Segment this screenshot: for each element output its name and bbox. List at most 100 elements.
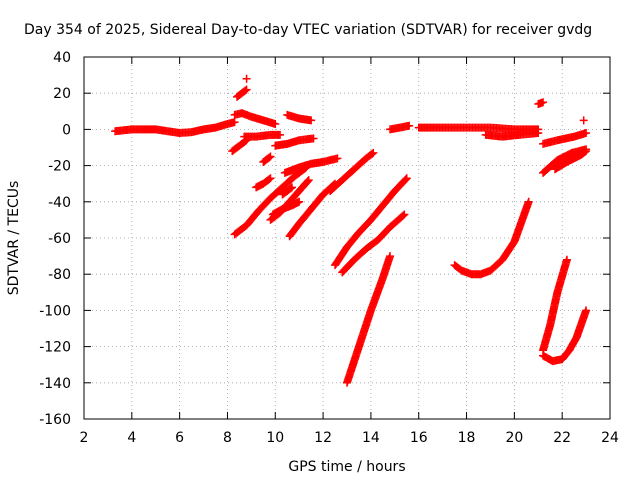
x-tick-label: 24 <box>601 430 619 446</box>
series-arc-28 <box>539 306 591 366</box>
x-tick-label: 16 <box>410 430 428 446</box>
data-point <box>230 118 239 127</box>
data-point <box>301 164 310 173</box>
data-point <box>369 148 378 157</box>
x-tick-label: 10 <box>266 430 284 446</box>
y-tick-label: -140 <box>39 376 71 392</box>
data-point <box>242 136 251 145</box>
x-tick-labels: 2 4 6 8 10 12 14 16 18 20 22 24 <box>80 430 619 446</box>
series-arc-15 <box>278 183 297 199</box>
series-arc-24 <box>534 98 548 109</box>
x-tick-label: 6 <box>175 430 184 446</box>
data-point <box>304 176 313 185</box>
series-arc-27 <box>551 147 591 174</box>
data-point <box>580 148 589 157</box>
series-arc-4 <box>228 136 251 156</box>
x-tick-label: 8 <box>223 430 232 446</box>
series-arc-21 <box>414 123 543 134</box>
data-point <box>302 163 311 172</box>
data-point <box>333 154 342 163</box>
series-arc-8 <box>259 152 275 166</box>
data-point <box>399 211 408 220</box>
x-tick-label: 2 <box>80 430 89 446</box>
y-tick-label: 40 <box>53 50 71 66</box>
series-arc-10 <box>280 154 342 177</box>
grid-lines <box>84 57 610 419</box>
data-point <box>386 252 395 261</box>
series-arc-17 <box>331 174 411 270</box>
data-point <box>534 129 543 138</box>
series-arc-18 <box>338 210 409 277</box>
y-tick-label: -120 <box>39 340 71 356</box>
y-tick-label: 0 <box>62 122 71 138</box>
series-arc-13 <box>268 197 304 219</box>
x-tick-label: 4 <box>127 430 136 446</box>
data-point <box>368 149 377 158</box>
series-arc-2 <box>230 109 280 128</box>
data-point <box>582 306 591 315</box>
data-point <box>307 116 316 125</box>
x-tick-label: 20 <box>505 430 523 446</box>
series-arc-16 <box>326 148 378 195</box>
data-point <box>303 177 312 186</box>
data-point <box>402 174 411 183</box>
data-point <box>266 174 275 183</box>
series-arc-20 <box>386 121 414 134</box>
data-point <box>241 137 250 146</box>
data-point <box>539 98 548 107</box>
data-point <box>242 74 251 83</box>
data-point <box>582 147 591 156</box>
data-point <box>271 119 280 128</box>
data-point <box>266 152 275 161</box>
data-point <box>401 175 410 184</box>
data-point <box>265 153 274 162</box>
data-point <box>265 175 274 184</box>
data-points <box>111 74 591 387</box>
series-point-2 <box>579 116 588 125</box>
axis-ticks <box>83 56 611 420</box>
data-point <box>562 255 571 264</box>
series-point-1 <box>242 74 251 83</box>
series-arc-11 <box>230 163 311 239</box>
data-point <box>241 86 250 95</box>
data-point <box>286 184 295 193</box>
series-arc-25 <box>539 129 591 148</box>
y-tick-label: 20 <box>53 86 71 102</box>
data-point <box>309 134 318 143</box>
x-tick-label: 18 <box>458 430 476 446</box>
data-point <box>295 197 304 206</box>
series-arc-5 <box>271 134 318 150</box>
data-point <box>579 116 588 125</box>
series-arc-9 <box>252 174 275 192</box>
data-point <box>524 197 533 206</box>
y-tick-label: -40 <box>48 195 71 211</box>
series-arc-29 <box>539 255 571 355</box>
x-tick-label: 14 <box>362 430 380 446</box>
x-tick-label: 12 <box>314 430 332 446</box>
data-point <box>288 183 297 192</box>
series-arc-22 <box>481 129 543 141</box>
data-point <box>582 129 591 138</box>
x-tick-label: 22 <box>553 430 571 446</box>
data-point <box>276 130 285 139</box>
y-tick-label: -100 <box>39 303 71 319</box>
chart-title: Day 354 of 2025, Sidereal Day-to-day VTE… <box>24 22 592 38</box>
series-arc-26 <box>539 145 591 177</box>
y-tick-label: -160 <box>39 412 71 428</box>
series-arc-3 <box>240 130 285 141</box>
series-arc-1 <box>111 118 239 138</box>
y-tick-label: -60 <box>48 231 71 247</box>
x-axis-label: GPS time / hours <box>288 459 405 475</box>
y-axis-label: SDTVAR / TECUs <box>6 181 22 296</box>
series-arc-23 <box>450 197 533 279</box>
series-arc-7 <box>233 85 251 101</box>
series-arc-19 <box>343 252 395 387</box>
y-tick-labels: -160 -140 -120 -100 -80 -60 -40 -20 0 20 40 <box>39 50 71 428</box>
y-tick-label: -20 <box>48 159 71 175</box>
data-point <box>242 85 251 94</box>
y-tick-label: -80 <box>48 267 71 283</box>
series-arc-6 <box>283 110 316 125</box>
data-point <box>405 121 414 130</box>
